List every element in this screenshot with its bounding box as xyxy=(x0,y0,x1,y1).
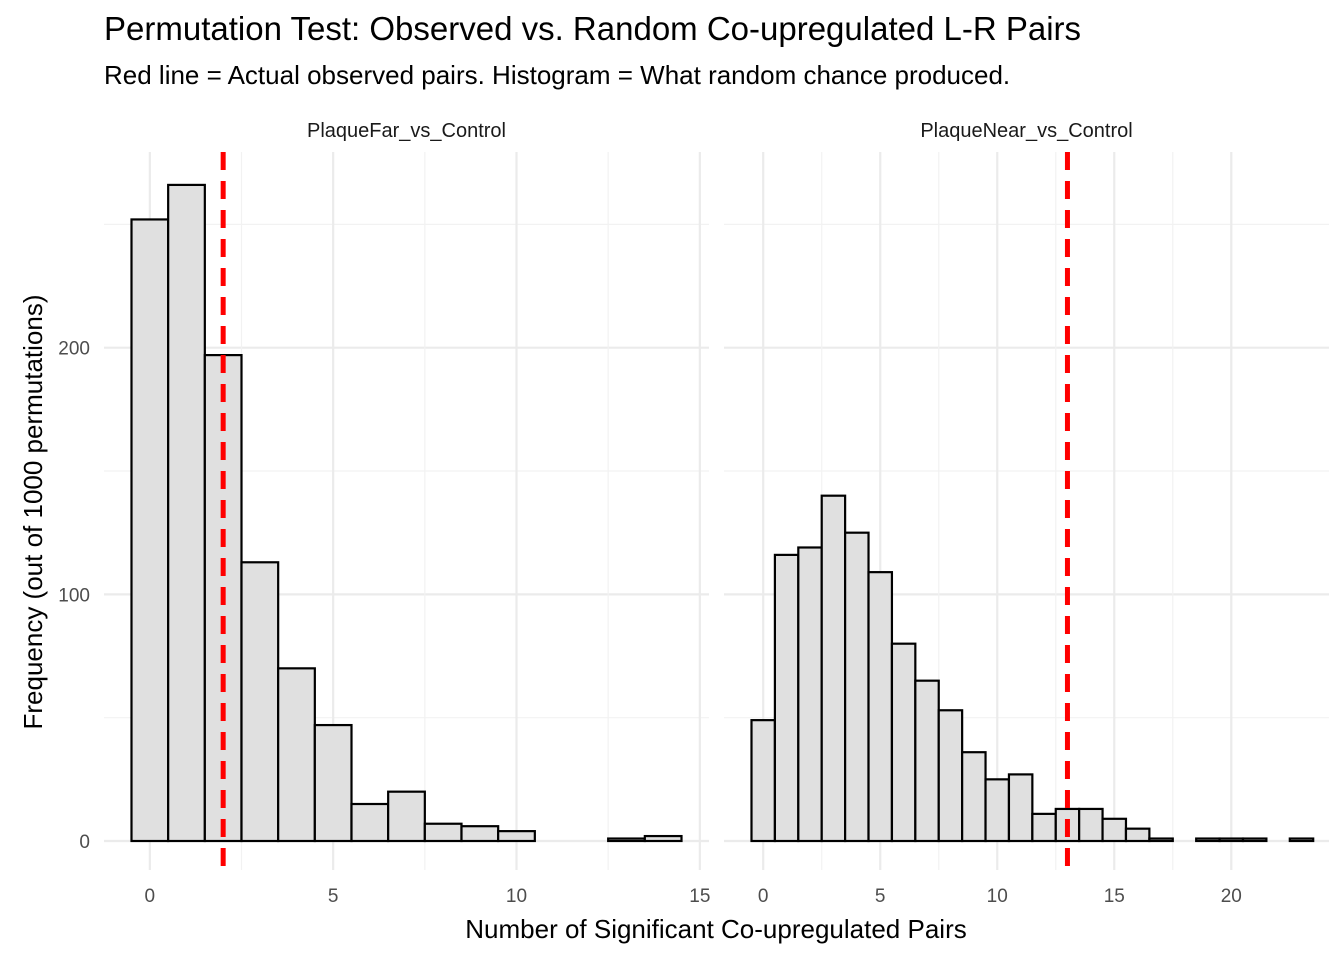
y-axis-title: Frequency (out of 1000 permutations) xyxy=(18,294,48,729)
panel-strip-label: PlaqueFar_vs_Control xyxy=(307,120,506,142)
histogram-bar xyxy=(643,834,683,843)
histogram-bar xyxy=(1288,837,1315,843)
histogram-bar xyxy=(497,830,536,843)
x-tick-label: 10 xyxy=(506,886,527,907)
histogram-bar xyxy=(1195,837,1221,843)
x-tick-label: 20 xyxy=(1221,886,1242,907)
panel-strip-label: PlaqueNear_vs_Control xyxy=(920,120,1132,142)
x-tick-label: 10 xyxy=(987,886,1008,907)
histogram-bar xyxy=(1007,773,1034,843)
histogram-bar xyxy=(313,723,353,843)
histogram-bar xyxy=(937,709,964,843)
histogram-bar xyxy=(607,837,646,843)
histogram-bar xyxy=(387,790,426,843)
panel-PlaqueFar_vs_Control: PlaqueFar_vs_Control 0 5 10 15 xyxy=(104,120,710,907)
histogram-bar xyxy=(773,553,800,843)
histogram-bar xyxy=(277,667,316,843)
x-tick-label: 5 xyxy=(328,886,339,907)
y-tick-label: 100 xyxy=(58,585,90,606)
histogram-bar xyxy=(820,494,847,843)
histogram-bar xyxy=(1218,837,1245,843)
x-tick-label: 5 xyxy=(875,886,886,907)
histogram-bar xyxy=(240,561,280,843)
histogram-bar xyxy=(1078,807,1104,843)
histogram-bar xyxy=(1148,837,1174,843)
histogram-bar xyxy=(1124,827,1151,843)
histogram-bar xyxy=(1031,812,1057,843)
histogram-bar xyxy=(961,751,987,843)
histogram-bar xyxy=(350,802,390,843)
histogram-bar xyxy=(890,642,917,843)
panel-PlaqueNear_vs_Control: PlaqueNear_vs_Control 0 5 10 15 20 xyxy=(724,120,1329,907)
histogram-bar xyxy=(423,822,463,843)
histogram-bar xyxy=(460,825,500,843)
y-tick-label: 0 xyxy=(79,832,90,853)
histogram-bar xyxy=(750,719,777,843)
x-tick-label: 0 xyxy=(758,886,769,907)
histogram-bar xyxy=(797,546,823,843)
x-tick-label: 15 xyxy=(689,886,710,907)
chart-title: Permutation Test: Observed vs. Random Co… xyxy=(104,10,1082,47)
x-tick-label: 15 xyxy=(1104,886,1125,907)
histogram-bar xyxy=(844,531,870,843)
histogram-bar xyxy=(1241,837,1268,843)
chart-subtitle: Red line = Actual observed pairs. Histog… xyxy=(104,60,1011,90)
histogram-bar xyxy=(867,571,894,843)
histogram-bar xyxy=(167,183,206,843)
y-tick-label: 200 xyxy=(58,339,90,360)
histogram-bar xyxy=(130,218,170,843)
histogram-bar xyxy=(984,778,1011,843)
x-tick-label: 0 xyxy=(145,886,156,907)
histogram-bar xyxy=(914,679,940,843)
histogram-bar xyxy=(1101,817,1128,843)
x-axis-title: Number of Significant Co-upregulated Pai… xyxy=(465,914,966,944)
